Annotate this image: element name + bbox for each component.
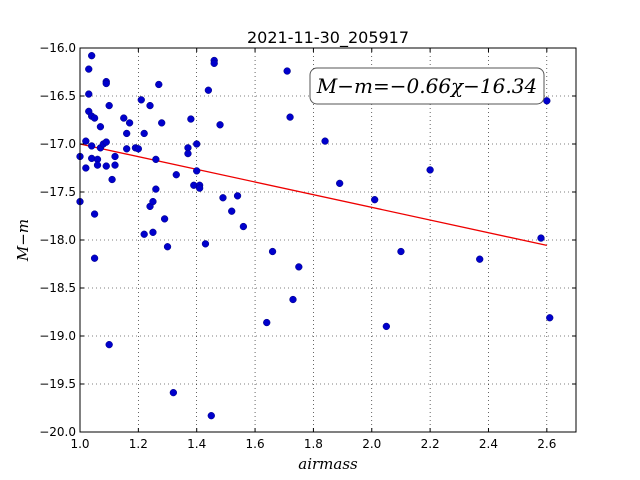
data-point — [321, 137, 329, 145]
data-point — [336, 179, 344, 188]
data-point — [102, 79, 110, 88]
y-tick-label: −19.5 — [39, 377, 76, 391]
data-point — [543, 97, 551, 105]
data-point — [184, 149, 192, 158]
data-point — [90, 210, 99, 218]
data-point — [216, 121, 224, 129]
data-point — [120, 114, 128, 122]
x-tick-label: 2.4 — [479, 437, 498, 451]
y-tick-label: −18.5 — [39, 281, 76, 295]
annotation-text: M−m=−0.66χ−16.34 — [316, 74, 537, 98]
y-tick-label: −20.0 — [39, 425, 76, 439]
x-axis-label: airmass — [298, 455, 358, 473]
data-point — [204, 86, 213, 94]
y-tick-label: −19.0 — [39, 329, 76, 343]
data-point — [105, 101, 113, 110]
x-tick-label: 1.2 — [129, 437, 148, 451]
data-point — [195, 184, 204, 192]
data-point — [155, 80, 163, 89]
data-point — [289, 295, 297, 304]
x-tick-label: 2.6 — [537, 437, 556, 451]
data-point — [108, 175, 116, 184]
y-tick-label: −17.5 — [39, 185, 76, 199]
data-point — [111, 161, 119, 169]
data-point — [123, 145, 131, 153]
data-point — [537, 234, 545, 242]
fit-annotation: M−m=−0.66χ−16.34 — [309, 67, 545, 105]
data-point — [371, 196, 379, 204]
grid — [80, 48, 576, 432]
data-point — [125, 119, 134, 127]
data-point — [149, 197, 157, 206]
data-point — [140, 129, 148, 138]
data-point — [210, 59, 218, 68]
data-point — [397, 247, 405, 256]
data-point — [102, 138, 110, 146]
data-point — [268, 247, 277, 256]
data-point — [382, 322, 391, 331]
data-point — [90, 114, 99, 122]
data-point — [149, 228, 157, 236]
data-point — [201, 240, 210, 248]
data-point — [172, 171, 180, 179]
data-point — [90, 254, 99, 262]
data-point — [93, 161, 102, 169]
data-point — [193, 167, 201, 175]
data-point — [163, 243, 172, 251]
data-point — [88, 52, 96, 60]
data-point — [96, 123, 105, 131]
data-point — [88, 142, 96, 150]
y-tick-label: −16.0 — [39, 41, 76, 55]
data-point — [286, 113, 294, 121]
data-point — [295, 263, 303, 271]
axis-ticks — [79, 47, 576, 433]
x-tick-label: 1.0 — [70, 437, 89, 451]
data-point — [105, 340, 113, 349]
data-point — [263, 318, 271, 327]
data-point — [546, 314, 554, 322]
data-point — [102, 162, 110, 170]
data-point — [193, 140, 201, 148]
x-tick-labels: 1.0 1.2 1.4 1.6 1.8 2.0 2.2 2.4 2.6 — [70, 437, 556, 451]
y-tick-label: −17.0 — [39, 137, 76, 151]
data-point — [233, 192, 242, 200]
data-point — [123, 129, 131, 138]
data-point — [228, 207, 236, 215]
data-point — [85, 65, 93, 73]
y-tick-labels: −16.0 −16.5 −17.0 −17.5 −18.0 −18.5 −19.0 −19.5… — [39, 41, 76, 439]
data-point — [137, 96, 145, 104]
chart-title: 2021-11-30_205917 — [247, 28, 409, 48]
data-point — [85, 90, 93, 98]
data-point — [140, 230, 148, 238]
x-tick-label: 2.2 — [421, 437, 440, 451]
x-tick-label: 1.4 — [187, 437, 206, 451]
data-point — [476, 255, 484, 263]
data-point — [160, 215, 169, 223]
data-points — [76, 52, 554, 420]
data-point — [283, 67, 291, 75]
data-point — [111, 152, 119, 161]
y-tick-label: −16.5 — [39, 89, 76, 103]
y-axis-label: M−m — [14, 219, 32, 262]
data-point — [134, 145, 143, 153]
x-tick-label: 2.0 — [362, 437, 381, 451]
data-point — [207, 412, 215, 420]
data-point — [152, 155, 160, 164]
data-point — [239, 222, 248, 231]
y-tick-label: −18.0 — [39, 233, 76, 247]
annotation-box — [309, 67, 545, 105]
data-point — [146, 101, 154, 110]
data-point — [426, 166, 434, 174]
data-point — [158, 119, 166, 127]
x-tick-label: 1.8 — [304, 437, 323, 451]
data-point — [187, 115, 195, 123]
data-point — [152, 185, 160, 193]
x-tick-label: 1.6 — [246, 437, 265, 451]
data-point — [169, 388, 178, 397]
data-point — [219, 194, 227, 202]
data-point — [82, 137, 90, 145]
data-point — [82, 164, 90, 172]
